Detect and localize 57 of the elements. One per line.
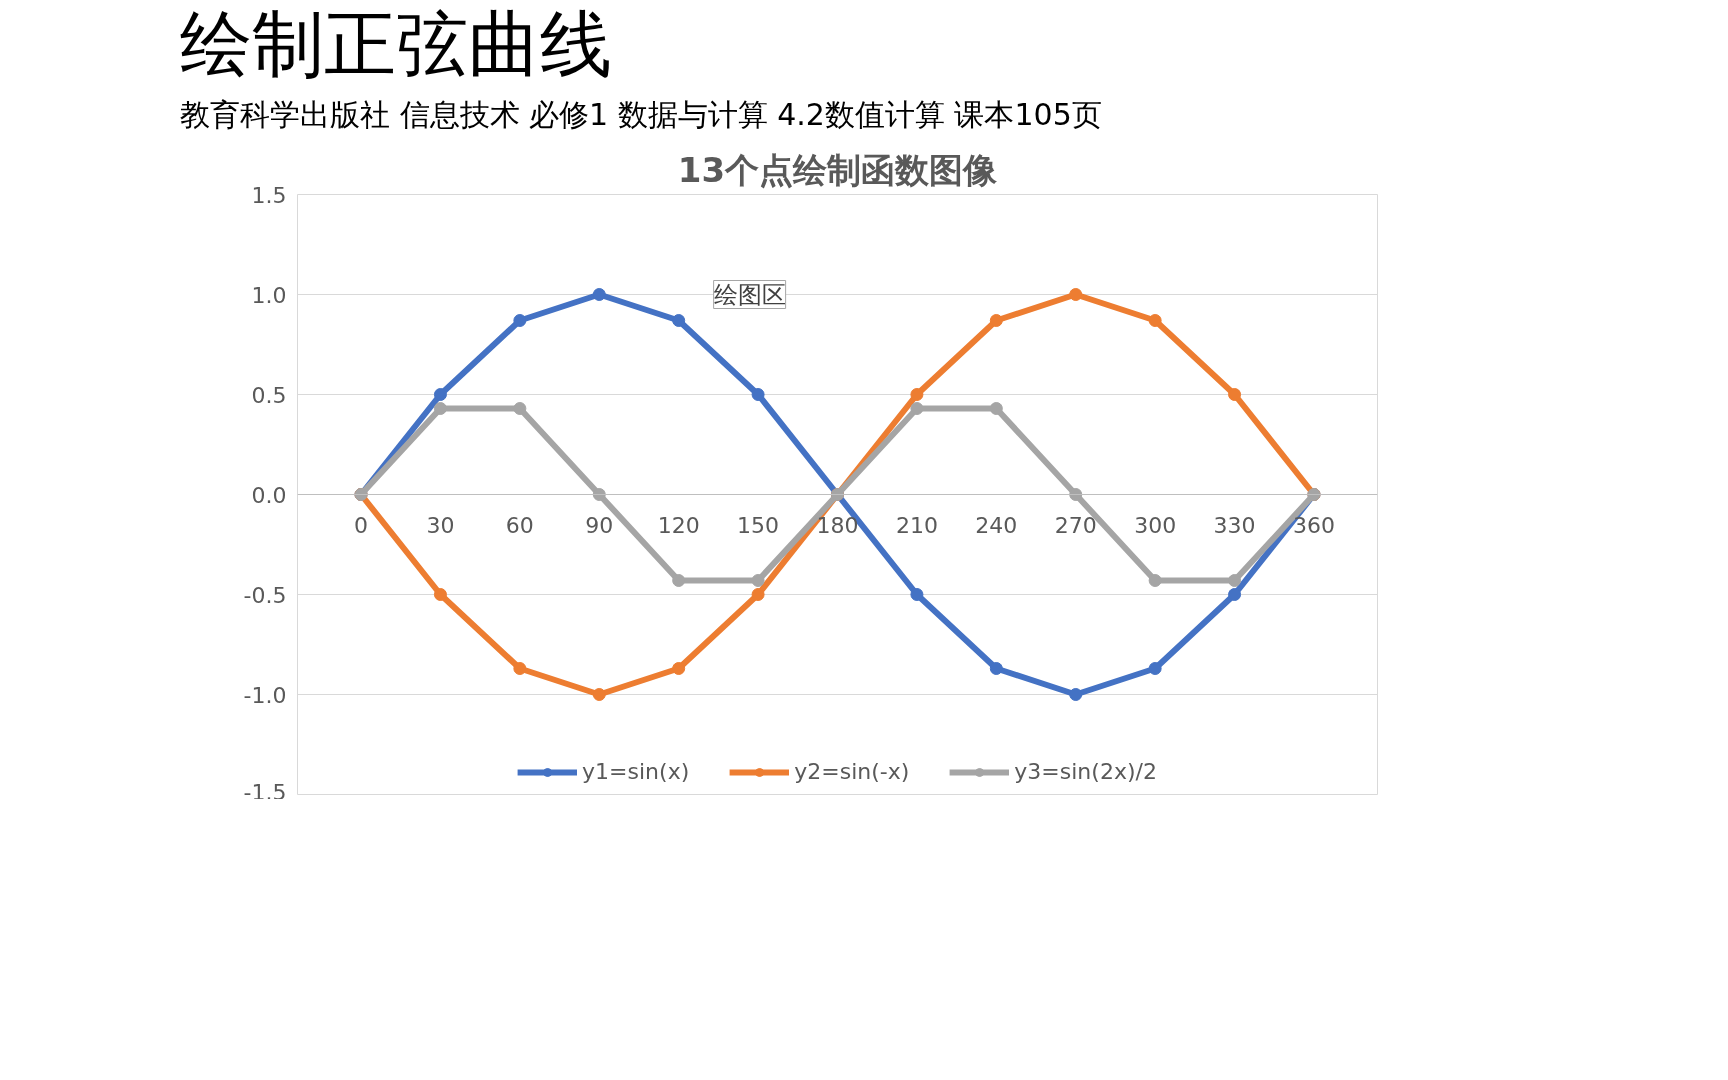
- point: [672, 314, 686, 328]
- point: [1228, 388, 1242, 402]
- x-tick-label: 150: [737, 512, 780, 538]
- point: [751, 574, 765, 588]
- point: [1069, 488, 1083, 502]
- y-tick-label: -0.5: [243, 582, 287, 608]
- chart-subtitle: 教育科学出版社 信息技术 必修1 数据与计算 4.2数值计算 课本105页: [180, 96, 1102, 135]
- point: [989, 402, 1003, 416]
- point: [751, 388, 765, 402]
- point: [433, 402, 447, 416]
- point: [672, 662, 686, 676]
- chart-title: 绘制正弦曲线: [180, 2, 612, 86]
- x-tick-label: 30: [426, 512, 455, 538]
- point: [751, 588, 765, 602]
- legend-label: y3=sin(2x)/2: [1014, 759, 1157, 785]
- y-tick-label: -1.0: [243, 682, 287, 708]
- point: [1228, 588, 1242, 602]
- annotation: 绘图区: [713, 280, 786, 309]
- x-tick-label: 60: [505, 512, 534, 538]
- x-tick-label: 210: [895, 512, 938, 538]
- point: [513, 314, 527, 328]
- point: [1148, 314, 1162, 328]
- point: [910, 388, 924, 402]
- x-tick-label: 300: [1134, 512, 1177, 538]
- point: [1228, 574, 1242, 588]
- point: [1148, 662, 1162, 676]
- x-tick-label: 330: [1213, 512, 1256, 538]
- point: [592, 288, 606, 302]
- x-tick-label: 360: [1292, 512, 1335, 538]
- y-tick-label: -1.5: [243, 779, 287, 805]
- text: 13个点绘制函数图像: [677, 149, 999, 190]
- point: [1148, 574, 1162, 588]
- point: [513, 662, 527, 676]
- x-tick-label: 180: [816, 512, 859, 538]
- point: [1069, 288, 1083, 302]
- point: [910, 402, 924, 416]
- point: [433, 588, 447, 602]
- legend-label: y1=sin(x): [582, 759, 690, 785]
- point: [592, 488, 606, 502]
- point: [513, 402, 527, 416]
- y-tick-label: 0.0: [251, 482, 287, 508]
- point: [1069, 688, 1083, 702]
- point: [672, 574, 686, 588]
- y-tick-label: 1.5: [251, 182, 287, 208]
- x-tick-label: 0: [354, 512, 369, 538]
- legend-label: y2=sin(-x): [794, 759, 910, 785]
- y-tick-label: 1.0: [251, 282, 287, 308]
- point: [433, 388, 447, 402]
- y-tick-label: 0.5: [251, 382, 287, 408]
- point: [910, 588, 924, 602]
- point: [592, 688, 606, 702]
- x-tick-label: 120: [657, 512, 700, 538]
- point: [989, 314, 1003, 328]
- x-tick-label: 90: [585, 512, 614, 538]
- x-tick-label: 270: [1054, 512, 1097, 538]
- point: [989, 662, 1003, 676]
- x-tick-label: 240: [975, 512, 1018, 538]
